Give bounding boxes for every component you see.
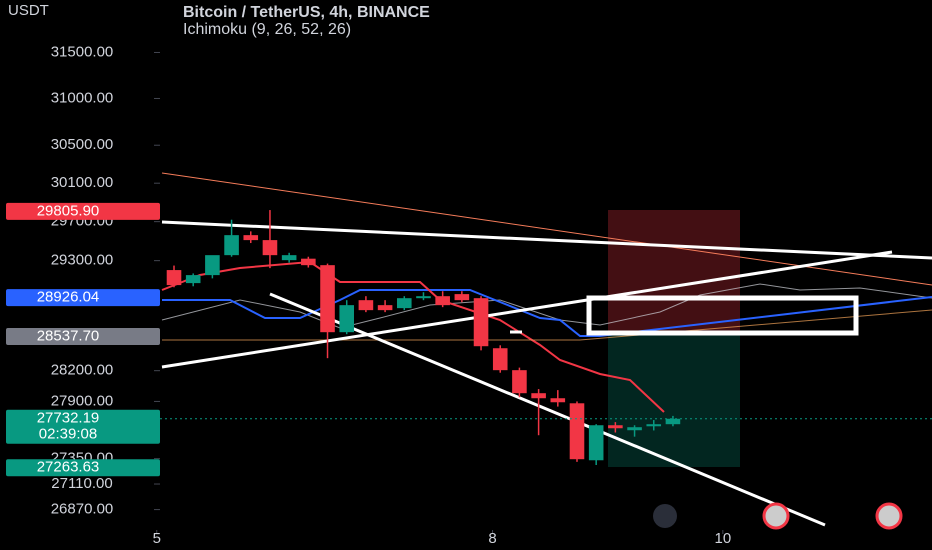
candle-body (205, 255, 220, 276)
candle-body (301, 258, 316, 266)
candle-body (224, 235, 239, 256)
candle-body (262, 240, 278, 256)
candle-body (492, 348, 508, 371)
trend-line (161, 220, 932, 260)
y-tick-label: 30100.00 (51, 174, 114, 191)
base-line (162, 289, 932, 337)
candle-body (512, 370, 527, 394)
x-tick-label: 10 (714, 530, 731, 547)
candle-body (588, 425, 604, 461)
stop-zone (608, 210, 740, 335)
candle-body (435, 296, 450, 306)
axes: 31500.0031000.0030500.0030100.0029700.00… (6, 43, 731, 547)
y-tick-label: 27900.00 (51, 392, 114, 409)
candle-body (627, 427, 642, 431)
price-tag-label: 27732.19 (37, 410, 100, 427)
indicator-label: Ichimoku (9, 26, 52, 26) (183, 21, 351, 38)
price-tag-label: 28537.70 (37, 327, 100, 344)
price-tag (6, 202, 160, 220)
trend-line (161, 250, 893, 369)
candle-body (646, 424, 662, 427)
candle-body (473, 298, 489, 347)
price-tag (6, 327, 160, 345)
y-tick-label: 26870.00 (51, 501, 114, 518)
price-tag (6, 459, 160, 477)
candle-body (339, 305, 355, 333)
candle-body (281, 255, 297, 261)
chart-title: Bitcoin / TetherUS, 4h, BINANCE (183, 4, 430, 21)
candle-body (377, 305, 393, 311)
price-tag-label: 28926.04 (37, 289, 100, 306)
y-tick-label: 29300.00 (51, 252, 114, 269)
candle-body (550, 398, 566, 403)
candle-body (569, 403, 585, 460)
candle-body (166, 270, 182, 286)
candle-body (416, 296, 431, 299)
y-tick-label: 31500.00 (51, 43, 114, 60)
event-icon (762, 502, 790, 530)
candle-body (531, 393, 546, 399)
candle-body (358, 300, 374, 311)
candles (160, 210, 932, 465)
highlight-box (586, 295, 859, 336)
candle-body (608, 425, 623, 429)
price-tag-label: 27263.63 (37, 459, 100, 476)
price-tag (6, 289, 160, 307)
candle-body (454, 294, 470, 301)
y-tick-label: 30500.00 (51, 136, 114, 153)
x-tick-label: 5 (153, 530, 161, 547)
event-icon (875, 502, 903, 530)
y-tick-label: 31000.00 (51, 89, 114, 106)
span-line (162, 309, 932, 341)
x-tick-label: 8 (488, 530, 496, 547)
price-tag-label: 29805.90 (37, 202, 100, 219)
drawings (161, 172, 932, 530)
price-axis (0, 0, 160, 550)
y-tick-label: 27110.00 (51, 475, 112, 492)
target-zone (608, 335, 740, 467)
trend-line (269, 292, 826, 527)
event-icon (653, 504, 677, 528)
candle-body (665, 418, 681, 425)
price-tag (6, 409, 160, 444)
candle-body (185, 275, 201, 284)
y-tick-label: 28200.00 (51, 362, 114, 379)
axis-unit: USDT (8, 2, 49, 19)
candle-body (243, 235, 259, 241)
candle-body (396, 298, 412, 309)
candle-body (320, 265, 335, 333)
countdown: 02:39:08 (39, 426, 97, 443)
